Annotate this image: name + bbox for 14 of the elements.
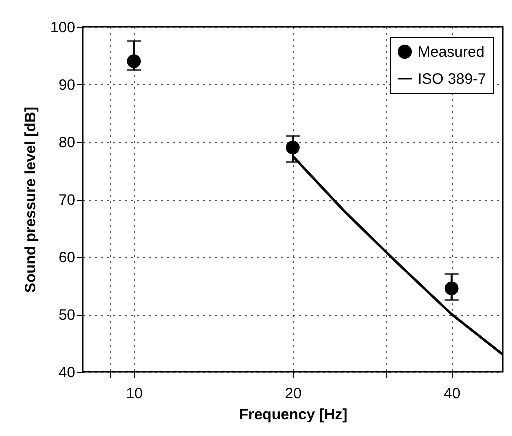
legend-label: ISO 389-7 [418, 71, 486, 88]
legend-label: Measured [418, 44, 485, 61]
y-tick-label: 40 [58, 364, 76, 382]
y-tick-label: 90 [58, 77, 76, 94]
y-tick-label: 50 [58, 307, 76, 324]
x-tick-label: 20 [285, 386, 302, 402]
x-axis-title: Frequency [Hz] [239, 406, 348, 424]
y-tick-label: 80 [58, 134, 76, 152]
x-tick-label: 10 [126, 386, 143, 402]
y-tick-label: 100 [50, 20, 76, 36]
x-tick-label: 40 [444, 386, 461, 402]
y-tick-label: 70 [58, 192, 76, 209]
y-tick-label: 60 [58, 250, 76, 266]
y-axis-title: Sound pressure level [dB] [22, 107, 40, 293]
